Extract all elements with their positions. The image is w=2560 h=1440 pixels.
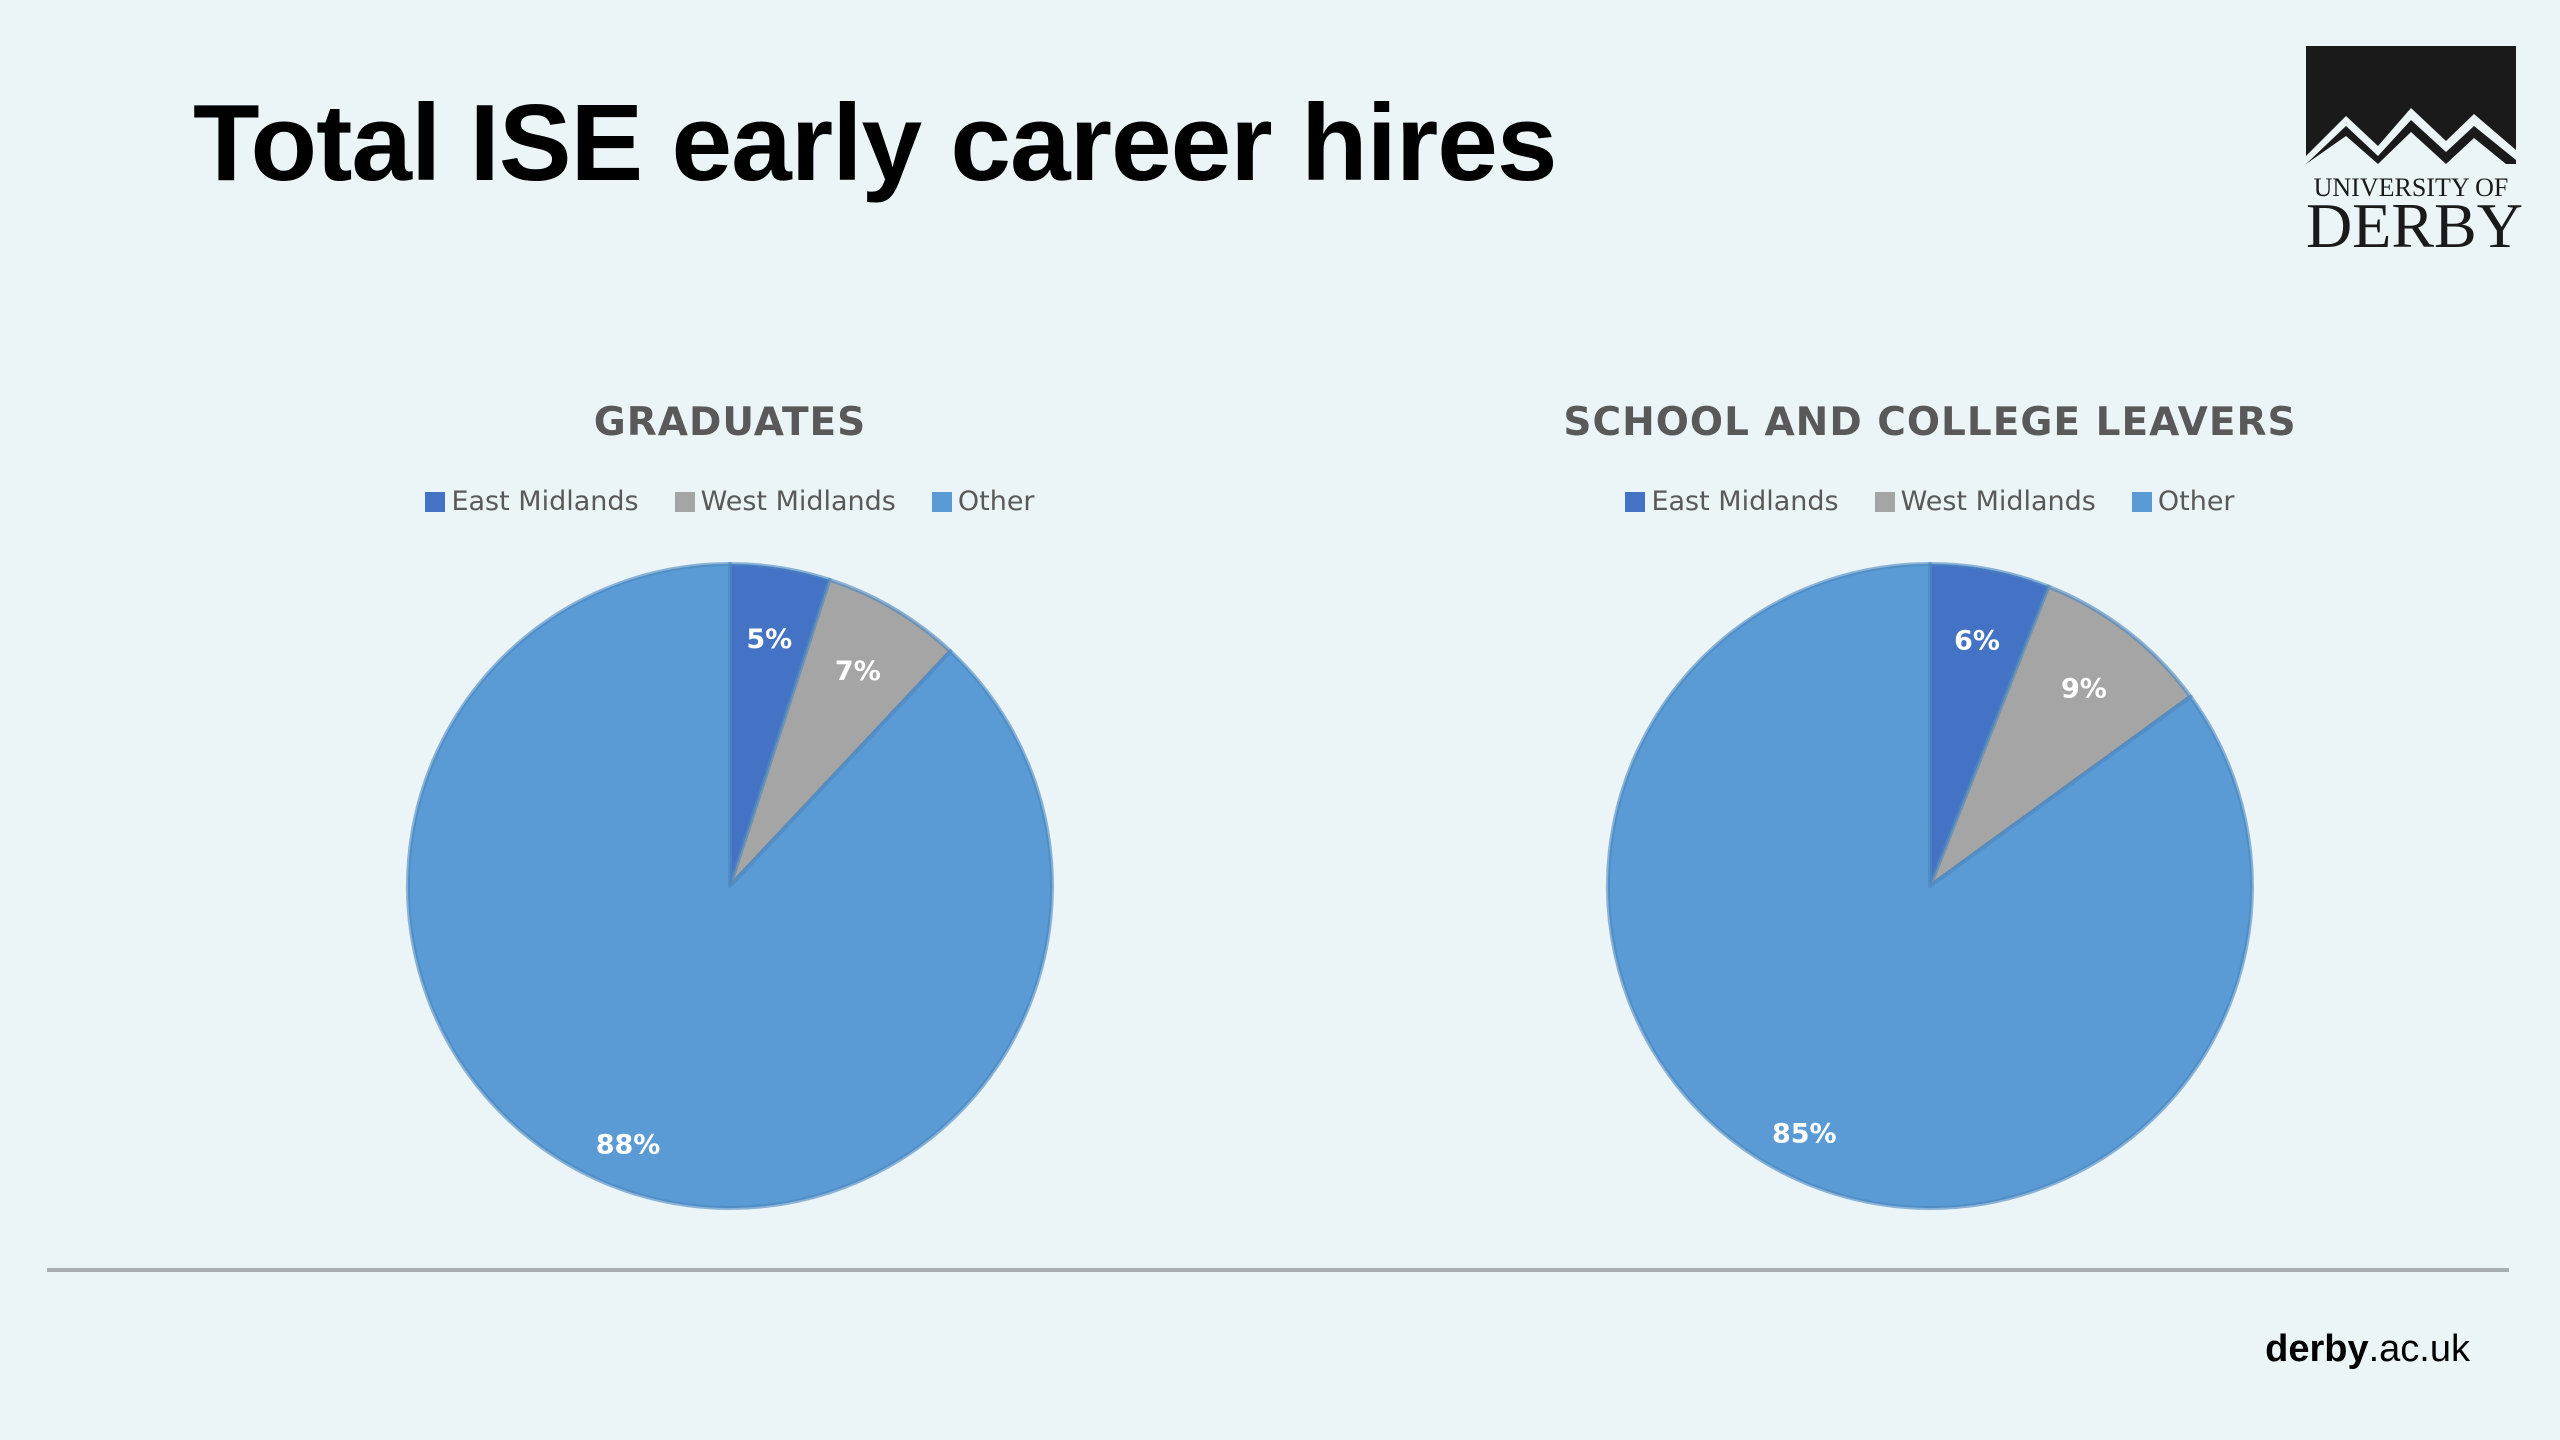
logo-text-line2: DERBY	[2306, 190, 2523, 261]
legend-item-west-midlands: West Midlands	[674, 486, 896, 517]
pie-slice-other	[406, 562, 1054, 1210]
chart-legend: East Midlands West Midlands Other	[1530, 486, 2330, 517]
school-college-leavers-chart: SCHOOL AND COLLEGE LEAVERS East Midlands…	[1530, 390, 2330, 1230]
legend-swatch	[674, 491, 695, 512]
legend-item-east-midlands: East Midlands	[425, 486, 639, 517]
pie-slice-east-midlands	[1928, 562, 2051, 888]
pie-slice-west-midlands	[728, 577, 953, 888]
pie-data-label: 85%	[1772, 1119, 1837, 1150]
pie-slice-other	[1606, 562, 2254, 1210]
pie-chart: 6% 9% 85%	[1606, 562, 2254, 1210]
legend-label: West Midlands	[1900, 486, 2096, 517]
pie-chart: 5% 7% 88%	[406, 562, 1054, 1210]
legend-swatch	[931, 491, 952, 512]
legend-label: East Midlands	[451, 486, 639, 517]
footer-divider	[47, 1268, 2509, 1272]
legend-item-other: Other	[931, 486, 1035, 517]
legend-swatch	[425, 491, 446, 512]
pie-data-label: 6%	[1954, 625, 2000, 656]
chart-title: GRADUATES	[593, 400, 867, 445]
footer-url-domain: derby	[2265, 1328, 2369, 1370]
legend-item-east-midlands: East Midlands	[1625, 486, 1839, 517]
footer-url-tld: .ac.uk	[2368, 1328, 2470, 1370]
legend-label: East Midlands	[1651, 486, 1839, 517]
legend-swatch	[1625, 491, 1646, 512]
logo-text-line1: UNIVERSITY OF	[2313, 173, 2509, 202]
legend-label: Other	[2157, 486, 2235, 517]
chart-legend: East Midlands West Midlands Other	[330, 486, 1130, 517]
legend-swatch	[1874, 491, 1895, 512]
legend-swatch	[2131, 491, 2152, 512]
legend-item-west-midlands: West Midlands	[1874, 486, 2096, 517]
graduates-chart: GRADUATES East Midlands West Midlands Ot…	[330, 390, 1130, 1230]
mountain-logo-icon	[2306, 46, 2516, 164]
footer-url: derby.ac.uk	[2265, 1328, 2470, 1371]
legend-item-other: Other	[2131, 486, 2235, 517]
legend-label: Other	[957, 486, 1035, 517]
university-logo: UNIVERSITY OF DERBY	[2306, 46, 2523, 261]
legend-label: West Midlands	[700, 486, 896, 517]
slide-title: Total ISE early career hires	[193, 82, 1558, 204]
pie-data-label: 9%	[2061, 674, 2107, 705]
pie-data-label: 5%	[746, 624, 792, 655]
pie-data-label: 88%	[596, 1129, 661, 1160]
chart-title: SCHOOL AND COLLEGE LEAVERS	[1563, 400, 2297, 445]
pie-data-label: 7%	[835, 656, 881, 687]
pie-slice-west-midlands	[1928, 584, 2193, 888]
